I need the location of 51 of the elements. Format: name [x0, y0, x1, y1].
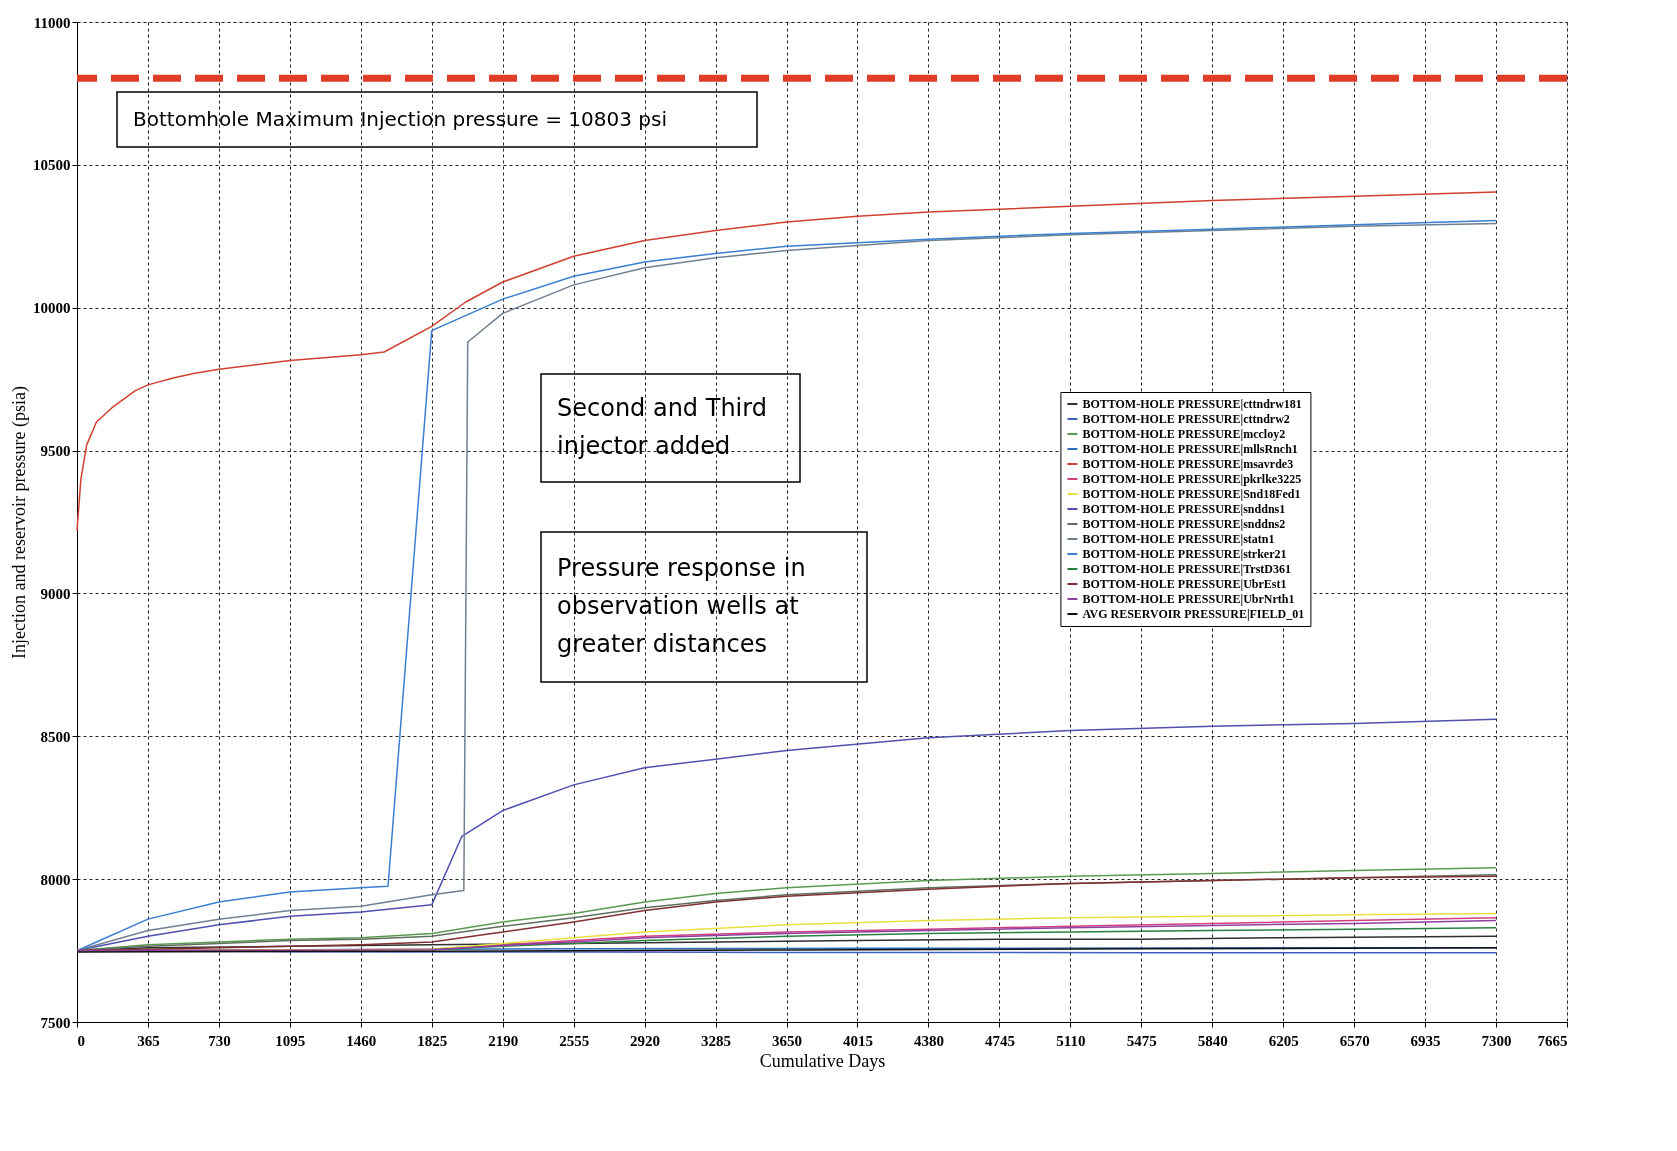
y-axis-title: Injection and reservoir pressure (psia)	[9, 386, 30, 659]
y-tick-label: 7500	[40, 1014, 71, 1031]
legend-label: BOTTOM-HOLE PRESSURE|UbrEst1	[1082, 577, 1287, 591]
legend-label: BOTTOM-HOLE PRESSURE|mllsRnch1	[1082, 442, 1298, 456]
legend-label: BOTTOM-HOLE PRESSURE|Snd18Fed1	[1082, 487, 1301, 501]
legend-label: BOTTOM-HOLE PRESSURE|statn1	[1082, 532, 1275, 546]
x-tick-label: 2190	[488, 1032, 519, 1049]
x-tick-label: 5475	[1126, 1032, 1157, 1049]
x-tick-label: 1095	[275, 1032, 306, 1049]
legend-label: BOTTOM-HOLE PRESSURE|snddns2	[1082, 517, 1286, 531]
y-tick-label: 11000	[33, 14, 71, 31]
y-tick-label: 8000	[40, 871, 71, 888]
legend-label: BOTTOM-HOLE PRESSURE|cttndrw181	[1082, 397, 1302, 411]
x-tick-label: 7300	[1481, 1032, 1512, 1049]
legend-label: BOTTOM-HOLE PRESSURE|cttndrw2	[1082, 412, 1290, 426]
y-tick-label: 10000	[33, 300, 71, 317]
legend-label: BOTTOM-HOLE PRESSURE|msavrde3	[1082, 457, 1294, 471]
legend-label: BOTTOM-HOLE PRESSURE|UbrNrth1	[1082, 592, 1295, 606]
annotation: Pressure response in observation wells at greater distances	[557, 554, 806, 658]
annotation: Bottomhole Maximum Injection pressure = 10803 psi	[133, 106, 668, 131]
x-tick-label: 4745	[984, 1032, 1015, 1049]
x-tick-label: 7665	[1537, 1032, 1568, 1049]
y-tick-label: 8500	[40, 728, 71, 745]
x-tick-label: 6205	[1268, 1032, 1299, 1049]
x-tick-label: 3650	[772, 1032, 803, 1049]
x-tick-label: 6935	[1410, 1032, 1441, 1049]
legend-label: BOTTOM-HOLE PRESSURE|strker21	[1082, 547, 1287, 561]
legend-label: BOTTOM-HOLE PRESSURE|TrstD361	[1082, 562, 1291, 576]
y-tick-label: 10500	[33, 157, 71, 174]
x-tick-label: 730	[208, 1032, 231, 1049]
x-tick-label: 4380	[913, 1032, 944, 1049]
legend-label: AVG RESERVOIR PRESSURE|FIELD_01	[1082, 607, 1305, 621]
annotation: Second and Third injector added	[557, 394, 767, 460]
x-tick-label: 2555	[559, 1032, 590, 1049]
x-tick-label: 5110	[1056, 1032, 1086, 1049]
x-tick-label: 2920	[630, 1032, 661, 1049]
legend-label: BOTTOM-HOLE PRESSURE|snddns1	[1082, 502, 1286, 516]
x-tick-label: 365	[137, 1032, 160, 1049]
x-tick-label: 4015	[842, 1032, 873, 1049]
x-tick-label: 3285	[701, 1032, 732, 1049]
x-tick-label: 0	[77, 1032, 85, 1049]
legend-label: BOTTOM-HOLE PRESSURE|mccloy2	[1082, 427, 1286, 441]
x-tick-label: 1460	[346, 1032, 377, 1049]
x-axis-title: Cumulative Days	[759, 1050, 886, 1071]
legend-label: BOTTOM-HOLE PRESSURE|pkrlke3225	[1082, 472, 1302, 486]
x-tick-label: 1825	[417, 1032, 448, 1049]
x-tick-label: 6570	[1339, 1032, 1370, 1049]
x-tick-label: 5840	[1197, 1032, 1228, 1049]
y-tick-label: 9500	[40, 443, 71, 460]
y-tick-label: 9000	[40, 585, 71, 602]
line-series	[76, 191, 1497, 532]
